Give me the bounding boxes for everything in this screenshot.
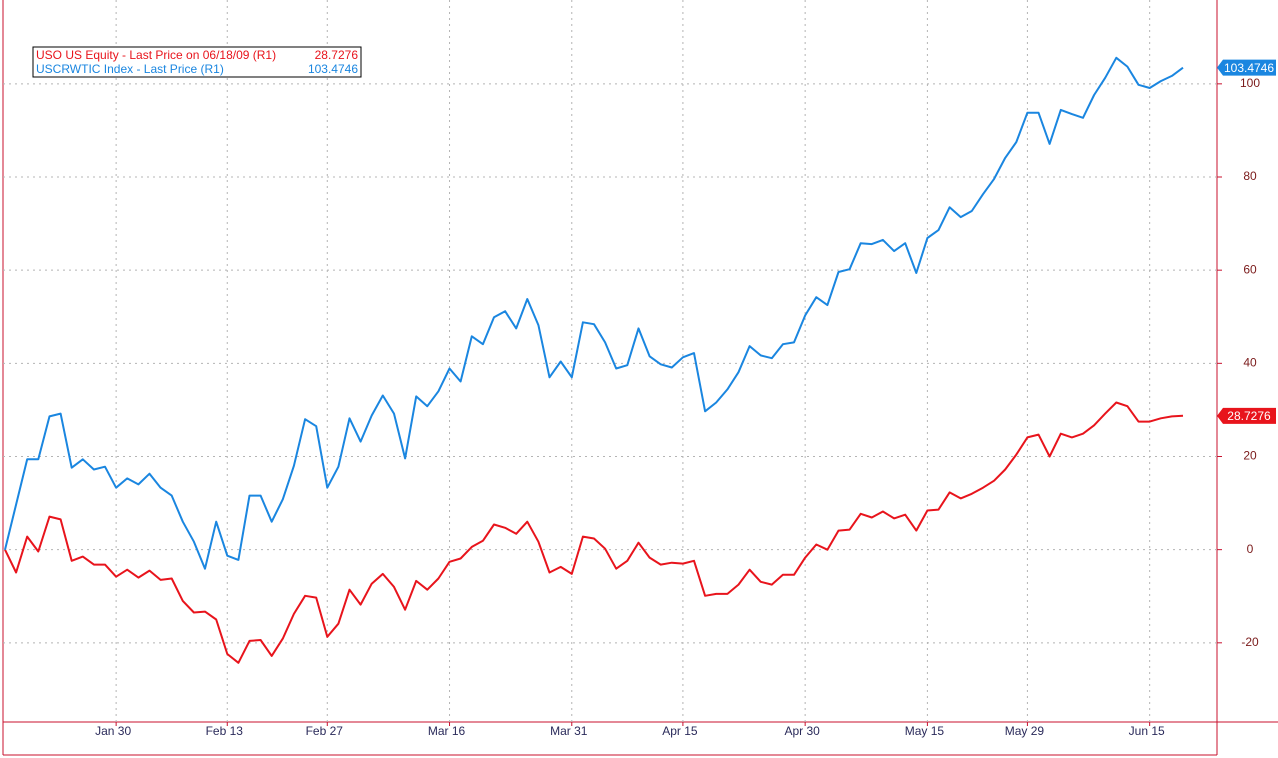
- x-tick-label: Apr 15: [662, 724, 698, 738]
- y-tick-label: 100: [1240, 76, 1260, 90]
- y-tick-label: 0: [1247, 542, 1254, 556]
- last-value-tag: [1217, 407, 1276, 424]
- x-tick-label: May 29: [1005, 724, 1045, 738]
- legend-value: 28.7276: [315, 48, 359, 62]
- x-tick-label: Jan 30: [95, 724, 131, 738]
- y-tick-label: -20: [1241, 635, 1259, 649]
- y-tick-label: 20: [1243, 449, 1257, 463]
- legend-box: [32, 46, 362, 78]
- x-tick-label: Apr 30: [784, 724, 820, 738]
- series-line: [4, 56, 1184, 570]
- x-tick-label: Jun 15: [1129, 724, 1165, 738]
- x-tick-label: Mar 31: [550, 724, 588, 738]
- x-tick-label: Feb 13: [206, 724, 244, 738]
- legend-label: USO US Equity - Last Price on 06/18/09 (…: [36, 48, 276, 62]
- last-value-label: 103.4746: [1224, 61, 1274, 75]
- y-tick-label: 80: [1243, 169, 1257, 183]
- legend: USO US Equity - Last Price on 06/18/09 (…: [32, 46, 362, 78]
- last-value-label: 28.7276: [1227, 409, 1271, 423]
- legend-label: USCRWTIC Index - Last Price (R1): [36, 62, 224, 76]
- y-tick-label: 40: [1243, 356, 1257, 370]
- legend-value: 103.4746: [308, 62, 358, 76]
- x-tick-label: Feb 27: [306, 724, 344, 738]
- x-tick-label: Mar 16: [428, 724, 466, 738]
- series-line: [4, 401, 1184, 664]
- x-tick-label: May 15: [905, 724, 945, 738]
- y-tick-label: 60: [1243, 262, 1257, 276]
- last-value-tag: [1217, 59, 1276, 76]
